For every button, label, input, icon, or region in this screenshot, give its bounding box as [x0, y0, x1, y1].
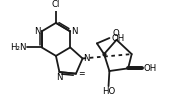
Text: H₂N: H₂N: [10, 43, 27, 52]
Text: N: N: [71, 27, 78, 36]
Text: =: =: [78, 69, 84, 78]
Text: N: N: [84, 54, 90, 63]
Text: O: O: [112, 29, 119, 38]
Text: OH: OH: [143, 64, 157, 73]
Text: Cl: Cl: [52, 0, 60, 9]
Text: N: N: [34, 27, 41, 36]
Text: HO: HO: [102, 87, 115, 96]
Text: OH: OH: [111, 34, 124, 43]
Text: N: N: [56, 73, 63, 82]
